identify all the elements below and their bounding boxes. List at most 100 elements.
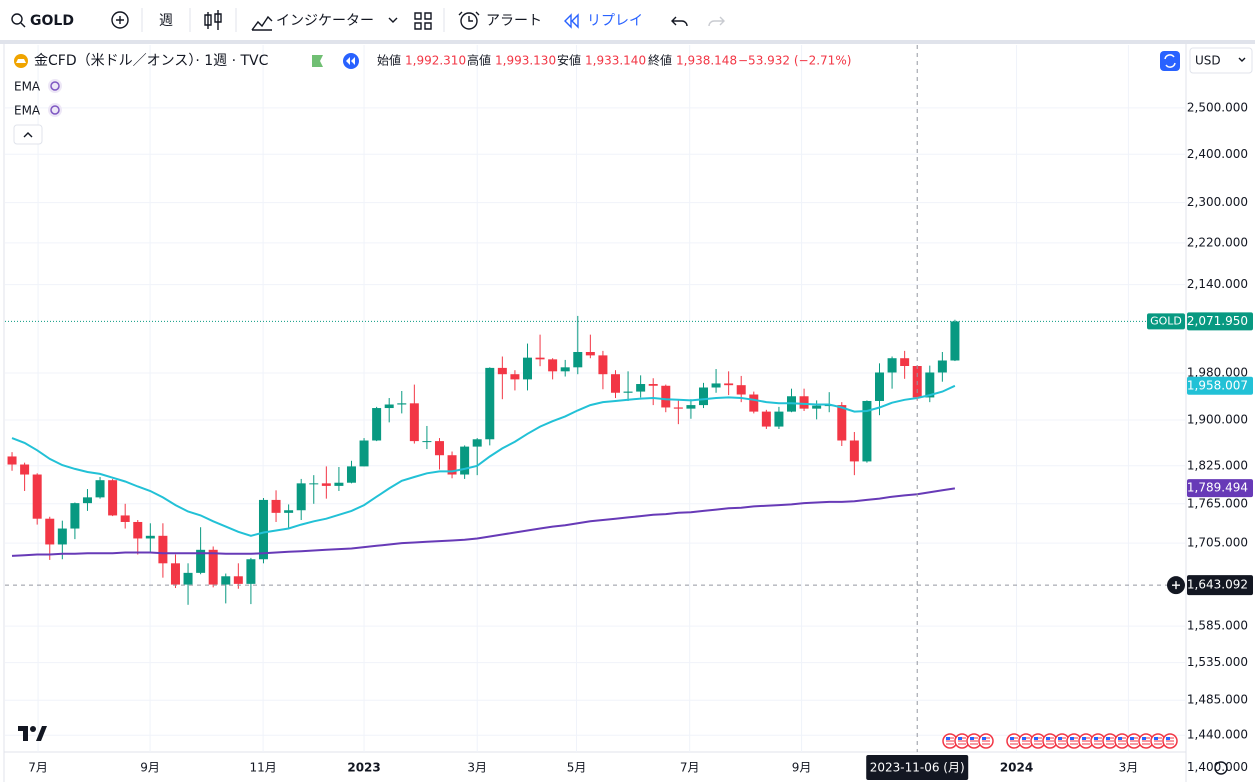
candle-body xyxy=(133,521,143,539)
candle-body xyxy=(145,535,155,539)
plot xyxy=(7,315,960,605)
y-tick-label: 2,220.000 xyxy=(1187,235,1248,249)
candle-body xyxy=(535,357,545,360)
x-tick-label: 2024 xyxy=(1000,761,1033,775)
candle-body xyxy=(120,515,130,522)
search-icon xyxy=(20,22,26,28)
candle-body xyxy=(271,499,281,513)
candle-body xyxy=(196,549,206,573)
last-price-badge xyxy=(1187,312,1253,331)
search-icon[interactable] xyxy=(11,13,23,25)
candle-body xyxy=(95,480,105,498)
loading-icon xyxy=(50,81,60,91)
event-flag-canton xyxy=(1106,737,1110,740)
candle-body xyxy=(497,367,507,375)
event-flag-canton xyxy=(946,737,950,740)
legend-entry[interactable]: EMA xyxy=(14,80,41,94)
last-price-name: GOLD xyxy=(1150,314,1182,327)
replay-icon[interactable] xyxy=(564,13,579,29)
dropdown[interactable] xyxy=(388,17,398,23)
candle-body xyxy=(623,391,633,393)
candle-body xyxy=(45,518,55,545)
x-tick-label: 7月 xyxy=(680,761,700,775)
logo-part xyxy=(18,726,28,741)
candle-body xyxy=(887,358,897,373)
candle-body xyxy=(422,441,432,443)
currency-dropdown xyxy=(1238,57,1246,62)
symbol[interactable]: GOLD xyxy=(30,13,74,29)
alerts[interactable]: アラート xyxy=(486,13,542,29)
event-flag-canton xyxy=(1094,737,1098,740)
event-flag-canton xyxy=(982,737,986,740)
collapse-arrow xyxy=(23,132,33,138)
settings[interactable] xyxy=(1214,761,1228,775)
replay[interactable]: リプレイ xyxy=(587,13,643,29)
candle-body xyxy=(246,559,256,584)
x-tick-label: 7月 xyxy=(28,761,48,775)
candle-body xyxy=(346,466,356,483)
candle-body xyxy=(711,383,721,388)
candle-body xyxy=(510,374,520,380)
market-status xyxy=(312,55,323,67)
candle-body xyxy=(284,510,294,513)
candle-body xyxy=(183,572,193,585)
candle-body xyxy=(321,483,331,486)
candle-body xyxy=(522,357,532,380)
interval[interactable]: 週 xyxy=(159,13,173,29)
candle-body xyxy=(585,351,595,356)
y-tick-label: 2,140.000 xyxy=(1187,277,1248,291)
chart-type[interactable] xyxy=(204,10,222,30)
candle-body xyxy=(875,372,885,401)
candle-body xyxy=(560,367,570,372)
candle-body xyxy=(724,383,734,386)
logo-part xyxy=(36,726,47,741)
candle-body xyxy=(70,503,80,529)
ema-value: 1,789.494 xyxy=(1187,481,1248,495)
logo-part xyxy=(30,726,36,732)
ohlc-value: 1,993.130 xyxy=(495,54,556,68)
event-flag-canton xyxy=(1010,737,1014,740)
indicators[interactable]: インジケーター xyxy=(276,13,374,29)
overlay: GOLD 2,071.950 1,958.007 1,789.494 1,643.092… xyxy=(5,45,1253,780)
ema-line xyxy=(11,487,956,557)
candle-body xyxy=(233,576,243,584)
candle-body xyxy=(296,483,306,511)
event-flag-canton xyxy=(1034,737,1038,740)
loading-icon xyxy=(50,105,60,115)
add-symbol[interactable] xyxy=(111,11,129,29)
candle-body xyxy=(32,474,42,519)
event-flag-canton xyxy=(1118,737,1122,740)
undo[interactable] xyxy=(671,16,688,27)
layouts[interactable] xyxy=(414,12,432,30)
symbol-logo-bar xyxy=(16,59,26,63)
candle-body xyxy=(20,464,30,475)
toolbar: GOLD 週 インジケーター アラート リプレイ xyxy=(11,8,725,32)
auto-scale[interactable] xyxy=(1160,51,1180,71)
candle-body xyxy=(447,455,457,475)
event-flag-canton xyxy=(1166,737,1170,740)
crosshair-add-icon xyxy=(1172,581,1180,590)
candle-body xyxy=(397,403,407,405)
event-flag-canton xyxy=(1130,737,1134,740)
indicators-icon[interactable] xyxy=(251,15,273,31)
y-tick-label: 1,825.000 xyxy=(1187,458,1248,472)
candle-body xyxy=(812,405,822,409)
candle-body xyxy=(82,497,92,504)
currency[interactable]: USD xyxy=(1195,54,1221,68)
candle-body xyxy=(108,480,118,516)
x-tick-label: 9月 xyxy=(140,761,160,775)
collapse-legend[interactable] xyxy=(13,124,43,145)
redo[interactable] xyxy=(708,16,725,27)
candle-body xyxy=(409,403,419,442)
toolbar-border xyxy=(0,40,1255,44)
event-flag-canton xyxy=(1022,737,1026,740)
candle-body xyxy=(472,439,482,447)
event-flag-canton xyxy=(1142,737,1146,740)
legend-entry[interactable]: EMA xyxy=(14,104,41,118)
alert-icon[interactable] xyxy=(460,12,478,30)
currency-select[interactable] xyxy=(1189,47,1253,74)
ohlc-value: 1,938.148 xyxy=(676,54,737,68)
last-price-label: 2,071.950 xyxy=(1187,314,1248,328)
candle-body xyxy=(170,563,180,585)
